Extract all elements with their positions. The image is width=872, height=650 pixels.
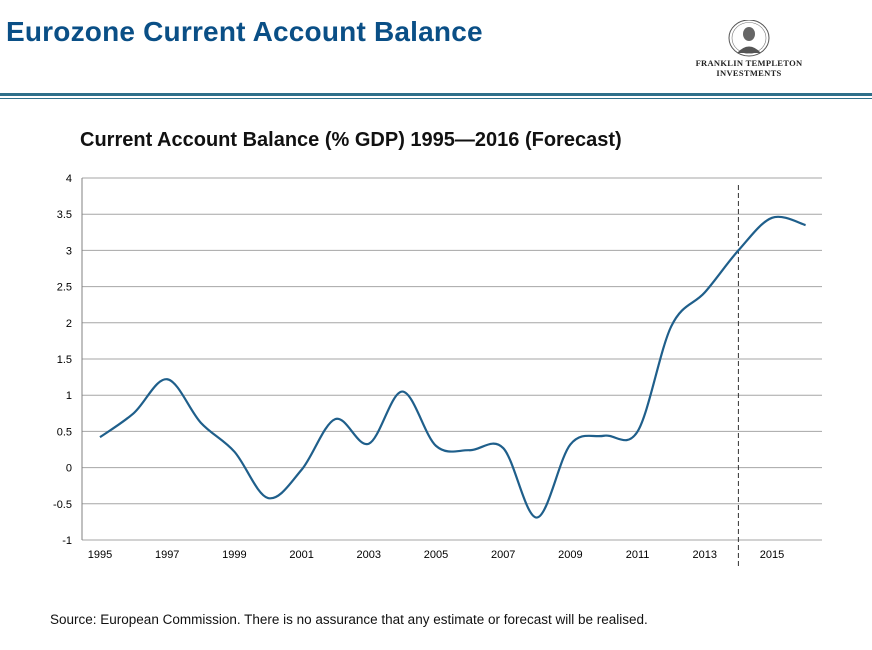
x-tick-label: 2003 bbox=[357, 549, 381, 561]
x-tick-label: 2005 bbox=[424, 549, 448, 561]
y-tick-label: 4 bbox=[66, 173, 72, 185]
data-point bbox=[300, 469, 302, 471]
y-tick-label: 0.5 bbox=[57, 426, 72, 438]
page-title: Eurozone Current Account Balance bbox=[6, 16, 483, 47]
series-line bbox=[99, 215, 806, 519]
y-tick-label: 0 bbox=[66, 463, 72, 475]
header-divider-thick bbox=[0, 93, 872, 96]
data-point bbox=[368, 443, 370, 445]
data-point bbox=[99, 436, 101, 438]
data-point bbox=[200, 422, 202, 424]
data-point bbox=[435, 445, 437, 447]
data-point bbox=[502, 447, 504, 449]
logo-text-line1: FRANKLIN TEMPLETON bbox=[695, 58, 803, 68]
data-point bbox=[166, 378, 168, 380]
portrait-emblem-icon bbox=[728, 19, 770, 57]
data-point bbox=[536, 516, 538, 518]
y-tick-label: -1 bbox=[62, 535, 72, 547]
data-point bbox=[233, 450, 235, 452]
data-point bbox=[401, 390, 403, 392]
data-point bbox=[636, 430, 638, 432]
x-tick-label: 1999 bbox=[222, 549, 246, 561]
data-point bbox=[704, 291, 706, 293]
y-tick-label: 2 bbox=[66, 318, 72, 330]
data-point bbox=[334, 418, 336, 420]
data-point bbox=[267, 497, 269, 499]
y-tick-label: 1.5 bbox=[57, 354, 72, 366]
data-point bbox=[132, 412, 134, 414]
x-tick-label: 1995 bbox=[88, 549, 112, 561]
data-point bbox=[468, 449, 470, 451]
data-point bbox=[737, 249, 739, 251]
data-point bbox=[771, 217, 773, 219]
x-tick-label: 2007 bbox=[491, 549, 515, 561]
data-point bbox=[804, 224, 806, 226]
data-point bbox=[569, 443, 571, 445]
franklin-templeton-logo: FRANKLIN TEMPLETON INVESTMENTS bbox=[690, 19, 808, 90]
y-tick-label: 2.5 bbox=[57, 282, 72, 294]
x-tick-label: 2013 bbox=[693, 549, 717, 561]
data-point bbox=[670, 325, 672, 327]
y-tick-label: 1 bbox=[66, 390, 72, 402]
x-tick-label: 2001 bbox=[289, 549, 313, 561]
data-point bbox=[603, 435, 605, 437]
y-tick-label: 3 bbox=[66, 245, 72, 257]
source-note: Source: European Commission. There is no… bbox=[50, 612, 648, 627]
x-tick-label: 2011 bbox=[626, 549, 650, 561]
y-tick-label: -0.5 bbox=[53, 499, 72, 511]
header-divider-thin bbox=[0, 98, 872, 99]
logo-text-line2: INVESTMENTS bbox=[716, 68, 782, 78]
x-tick-label: 2015 bbox=[760, 549, 784, 561]
x-tick-label: 2009 bbox=[558, 549, 582, 561]
x-tick-label: 1997 bbox=[155, 549, 179, 561]
y-tick-label: 3.5 bbox=[57, 209, 72, 221]
chart-title: Current Account Balance (% GDP) 1995—201… bbox=[80, 129, 622, 151]
